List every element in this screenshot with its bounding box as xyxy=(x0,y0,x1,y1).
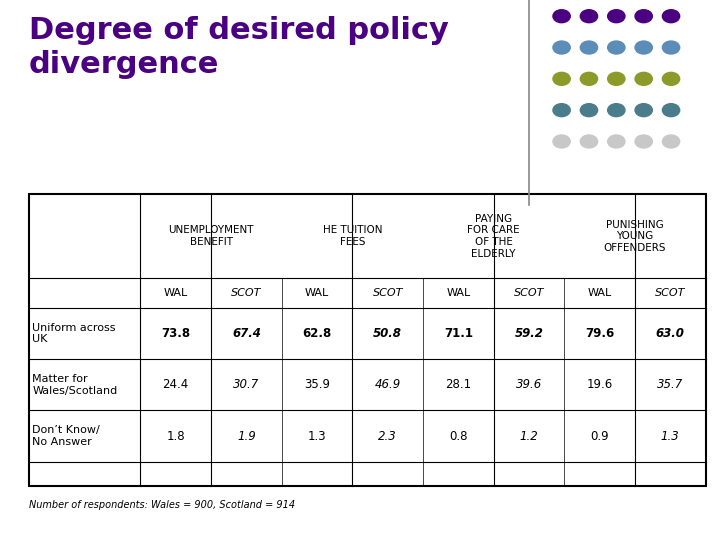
Circle shape xyxy=(635,104,652,117)
Circle shape xyxy=(662,72,680,85)
Text: 0.8: 0.8 xyxy=(449,429,467,443)
Circle shape xyxy=(580,72,598,85)
Circle shape xyxy=(580,135,598,148)
Text: SCOT: SCOT xyxy=(655,288,685,298)
Circle shape xyxy=(553,41,570,54)
Text: 2.3: 2.3 xyxy=(378,429,397,443)
Text: WAL: WAL xyxy=(588,288,612,298)
Text: SCOT: SCOT xyxy=(514,288,544,298)
Text: SCOT: SCOT xyxy=(372,288,403,298)
Text: 1.8: 1.8 xyxy=(166,429,185,443)
Text: PAYING
FOR CARE
OF THE
ELDERLY: PAYING FOR CARE OF THE ELDERLY xyxy=(467,214,520,259)
Circle shape xyxy=(608,72,625,85)
Circle shape xyxy=(553,104,570,117)
Circle shape xyxy=(553,72,570,85)
Text: Matter for
Wales/Scotland: Matter for Wales/Scotland xyxy=(32,374,117,395)
Text: 24.4: 24.4 xyxy=(163,378,189,392)
Circle shape xyxy=(580,41,598,54)
Text: 30.7: 30.7 xyxy=(233,378,259,392)
Text: 1.3: 1.3 xyxy=(307,429,326,443)
Text: SCOT: SCOT xyxy=(231,288,261,298)
Text: 35.9: 35.9 xyxy=(304,378,330,392)
Circle shape xyxy=(662,104,680,117)
Text: 62.8: 62.8 xyxy=(302,327,332,340)
Text: 46.9: 46.9 xyxy=(374,378,401,392)
Circle shape xyxy=(635,10,652,23)
Circle shape xyxy=(580,104,598,117)
Circle shape xyxy=(608,104,625,117)
Circle shape xyxy=(553,10,570,23)
Circle shape xyxy=(635,41,652,54)
Text: 67.4: 67.4 xyxy=(232,327,261,340)
Text: 50.8: 50.8 xyxy=(373,327,402,340)
Circle shape xyxy=(608,135,625,148)
Circle shape xyxy=(635,72,652,85)
Text: 28.1: 28.1 xyxy=(445,378,472,392)
Text: WAL: WAL xyxy=(446,288,470,298)
Text: 39.6: 39.6 xyxy=(516,378,542,392)
Circle shape xyxy=(553,135,570,148)
Text: UNEMPLOYMENT
BENEFIT: UNEMPLOYMENT BENEFIT xyxy=(168,226,253,247)
Text: Degree of desired policy
divergence: Degree of desired policy divergence xyxy=(29,16,449,79)
Text: 0.9: 0.9 xyxy=(590,429,609,443)
Circle shape xyxy=(662,10,680,23)
Text: WAL: WAL xyxy=(163,288,188,298)
Circle shape xyxy=(635,135,652,148)
Text: 1.3: 1.3 xyxy=(661,429,680,443)
Text: 63.0: 63.0 xyxy=(656,327,685,340)
Text: 59.2: 59.2 xyxy=(515,327,544,340)
Text: 1.9: 1.9 xyxy=(237,429,256,443)
Text: 73.8: 73.8 xyxy=(161,327,190,340)
Text: 1.2: 1.2 xyxy=(520,429,539,443)
Text: HE TUITION
FEES: HE TUITION FEES xyxy=(323,226,382,247)
Circle shape xyxy=(608,10,625,23)
Circle shape xyxy=(580,10,598,23)
Circle shape xyxy=(662,135,680,148)
Text: Don’t Know/
No Answer: Don’t Know/ No Answer xyxy=(32,426,100,447)
Text: 19.6: 19.6 xyxy=(587,378,613,392)
Text: 79.6: 79.6 xyxy=(585,327,614,340)
Text: Uniform across
UK: Uniform across UK xyxy=(32,322,116,345)
Circle shape xyxy=(608,41,625,54)
Text: WAL: WAL xyxy=(305,288,329,298)
Text: PUNISHING
YOUNG
OFFENDERS: PUNISHING YOUNG OFFENDERS xyxy=(603,220,666,253)
Text: Number of respondents: Wales = 900, Scotland = 914: Number of respondents: Wales = 900, Scot… xyxy=(29,500,295,510)
Text: 71.1: 71.1 xyxy=(444,327,473,340)
Text: 35.7: 35.7 xyxy=(657,378,683,392)
Circle shape xyxy=(662,41,680,54)
